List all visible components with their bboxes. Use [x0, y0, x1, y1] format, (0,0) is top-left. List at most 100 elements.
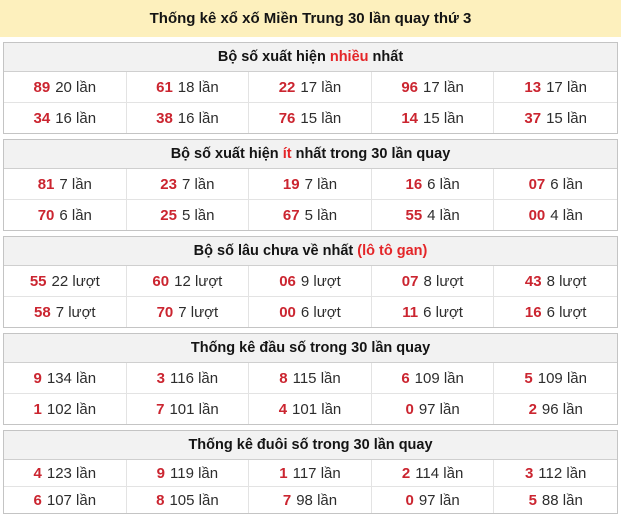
- stat-cell: 16 6 lần: [372, 169, 495, 199]
- stat-cell: 76 15 lần: [249, 102, 372, 133]
- lottery-number: 16: [405, 176, 423, 193]
- lottery-number: 07: [528, 176, 546, 193]
- stats-grid: 9 134 lần 3 116 lần 8 115 lần 6 109 lần 5 109…: [4, 363, 617, 424]
- stat-cell: 13 17 lần: [494, 72, 617, 102]
- lottery-number: 61: [156, 79, 173, 96]
- count-label: 107 lần: [46, 492, 97, 509]
- section-header: Bộ số lâu chưa về nhất (lô tô gan): [4, 237, 617, 266]
- stat-cell: 55 22 lượt: [4, 266, 127, 296]
- stat-cell: 9 134 lần: [4, 363, 127, 393]
- count-label: 7 lượt: [178, 304, 219, 321]
- lottery-number: 37: [524, 110, 542, 127]
- stat-cell: 37 15 lần: [494, 102, 617, 133]
- lottery-number: 9: [156, 465, 165, 482]
- stat-cell: 06 9 lượt: [249, 266, 372, 296]
- count-label: 88 lần: [541, 492, 583, 509]
- stat-cell: 81 7 lần: [4, 169, 127, 199]
- section-header: Bộ số xuất hiện nhiều nhất: [4, 43, 617, 72]
- lottery-number: 14: [401, 110, 418, 127]
- count-label: 8 lượt: [546, 273, 587, 290]
- lottery-number: 00: [528, 207, 546, 224]
- count-label: 101 lần: [292, 401, 342, 418]
- count-label: 112 lần: [538, 465, 587, 482]
- count-label: 17 lần: [300, 79, 342, 96]
- stat-cell: 55 4 lần: [371, 199, 495, 230]
- stat-cell: 89 20 lần: [4, 72, 127, 102]
- header-highlight: (lô tô gan): [357, 243, 428, 259]
- header-text-pre: Bộ số lâu chưa về nhất: [193, 243, 358, 259]
- count-label: 12 lượt: [174, 273, 223, 290]
- stat-cell: 70 7 lượt: [126, 296, 250, 327]
- lottery-number: 5: [528, 492, 537, 509]
- lottery-number: 3: [524, 465, 534, 482]
- count-label: 109 lần: [537, 370, 587, 387]
- header-text-pre: Thống kê đuôi số trong 30 lần quay: [188, 437, 433, 453]
- lottery-number: 2: [528, 401, 537, 418]
- count-label: 117 lần: [292, 465, 341, 482]
- count-label: 6 lần: [59, 207, 92, 224]
- count-label: 4 lần: [427, 207, 460, 224]
- lottery-number: 00: [279, 304, 296, 321]
- stats-grid: 81 7 lần 23 7 lần 19 7 lần 16 6 lần 07 6 lần …: [4, 169, 617, 230]
- section-longest-absent: Bộ số lâu chưa về nhất (lô tô gan) 55 22 …: [3, 236, 618, 328]
- stat-cell: 22 17 lần: [249, 72, 372, 102]
- lottery-number: 9: [33, 370, 42, 387]
- count-label: 101 lần: [169, 401, 219, 418]
- count-label: 15 lần: [546, 110, 587, 127]
- lottery-number: 6: [33, 492, 42, 509]
- header-text-post: nhất trong 30 lần quay: [291, 146, 451, 162]
- count-label: 7 lượt: [55, 304, 96, 321]
- lottery-number: 7: [282, 492, 292, 509]
- stat-cell: 8 115 lần: [249, 363, 372, 393]
- lottery-number: 76: [278, 110, 296, 127]
- lottery-number: 55: [405, 207, 423, 224]
- lottery-number: 34: [33, 110, 51, 127]
- lottery-number: 16: [524, 304, 542, 321]
- stat-cell: 19 7 lần: [249, 169, 372, 199]
- page-title-bar: Thống kê xổ xố Miền Trung 30 lần quay th…: [0, 0, 621, 37]
- lottery-number: 4: [33, 465, 42, 482]
- lottery-number: 11: [402, 304, 419, 321]
- stat-cell: 3 116 lần: [127, 363, 250, 393]
- count-label: 123 lần: [46, 465, 97, 482]
- count-label: 102 lần: [46, 401, 97, 418]
- lottery-number: 5: [524, 370, 533, 387]
- stat-cell: 70 6 lần: [4, 199, 127, 230]
- lottery-number: 70: [156, 304, 174, 321]
- stat-cell: 5 109 lần: [494, 363, 617, 393]
- lottery-number: 23: [160, 176, 177, 193]
- section-tail-digits: Thống kê đuôi số trong 30 lần quay 4 123 …: [3, 430, 618, 514]
- stat-cell: 07 8 lượt: [372, 266, 495, 296]
- count-label: 17 lần: [423, 79, 464, 96]
- lottery-number: 38: [156, 110, 173, 127]
- stat-cell: 00 6 lượt: [249, 296, 372, 327]
- lottery-number: 67: [282, 207, 300, 224]
- count-label: 6 lần: [427, 176, 460, 193]
- lottery-number: 25: [160, 207, 177, 224]
- stat-cell: 6 109 lần: [372, 363, 495, 393]
- lottery-number: 4: [278, 401, 288, 418]
- stat-cell: 38 16 lần: [126, 102, 250, 133]
- stats-grid: 55 22 lượt 60 12 lượt 06 9 lượt 07 8 lượt 43…: [4, 266, 617, 327]
- count-label: 114 lần: [415, 465, 464, 482]
- header-highlight: nhiều: [329, 49, 369, 65]
- lottery-number: 7: [156, 401, 165, 418]
- count-label: 116 lần: [170, 370, 219, 387]
- lottery-number: 43: [524, 273, 542, 290]
- count-label: 119 lần: [170, 465, 219, 482]
- count-label: 16 lần: [55, 110, 97, 127]
- count-label: 7 lần: [181, 176, 215, 193]
- lottery-number: 2: [401, 465, 411, 482]
- stat-cell: 3 112 lần: [494, 460, 617, 486]
- count-label: 4 lần: [550, 207, 583, 224]
- stat-cell: 25 5 lần: [126, 199, 250, 230]
- stat-cell: 8 105 lần: [126, 486, 250, 513]
- stat-cell: 2 114 lần: [372, 460, 495, 486]
- stat-cell: 67 5 lần: [249, 199, 372, 230]
- header-text-pre: Bộ số xuất hiện: [170, 146, 283, 162]
- lottery-number: 60: [152, 273, 170, 290]
- count-label: 5 lần: [304, 207, 338, 224]
- lottery-number: 1: [33, 401, 42, 418]
- stat-cell: 9 119 lần: [127, 460, 250, 486]
- lottery-number: 70: [37, 207, 55, 224]
